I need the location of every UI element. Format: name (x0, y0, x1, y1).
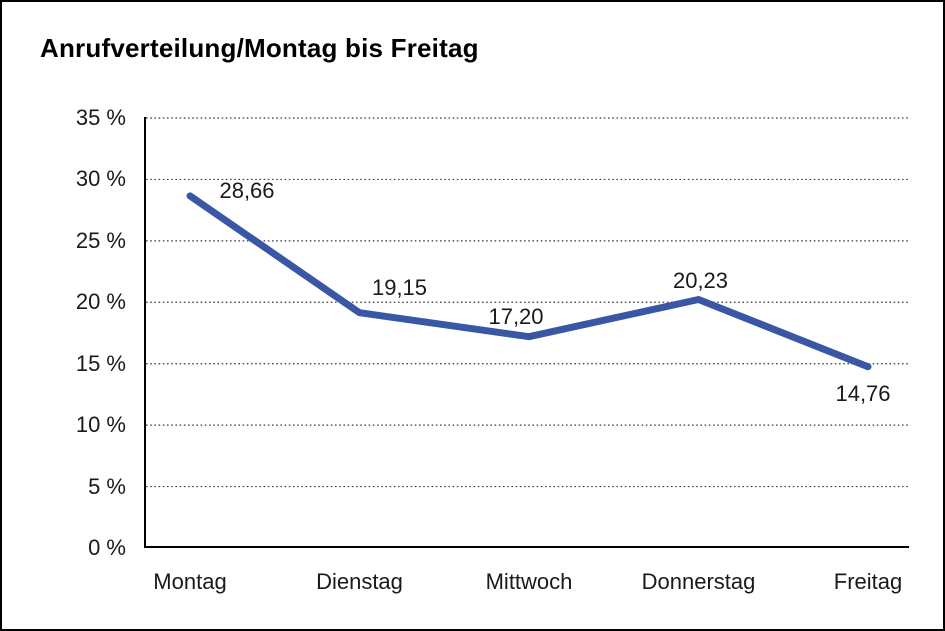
data-point-label: 14,76 (835, 380, 891, 406)
y-axis-tick-label: 35 % (75, 105, 126, 130)
chart-title: Anrufverteilung/Montag bis Freitag (40, 33, 479, 63)
data-point-label: 28,66 (219, 177, 275, 203)
x-axis-category-label: Donnerstag (641, 569, 756, 594)
y-axis-tick-label: 20 % (75, 289, 126, 315)
data-point-label: 17,20 (488, 303, 544, 329)
y-axis-tick-label: 0 % (88, 535, 126, 560)
y-axis-tick-label: 10 % (75, 412, 126, 438)
data-point-label: 20,23 (672, 267, 729, 293)
y-axis-tick-label: 25 % (75, 227, 126, 253)
y-axis-tick-label: 30 % (75, 166, 126, 192)
y-axis-tick-label: 5 % (88, 473, 126, 499)
y-axis-tick-label: 15 % (75, 350, 126, 376)
x-axis-category-label: Dienstag (316, 569, 403, 594)
x-axis-category-label: Mittwoch (485, 569, 573, 594)
data-point-label: 19,15 (371, 274, 428, 300)
x-axis-category-label: Montag (153, 569, 227, 594)
x-axis-category-label: Freitag (833, 569, 903, 594)
